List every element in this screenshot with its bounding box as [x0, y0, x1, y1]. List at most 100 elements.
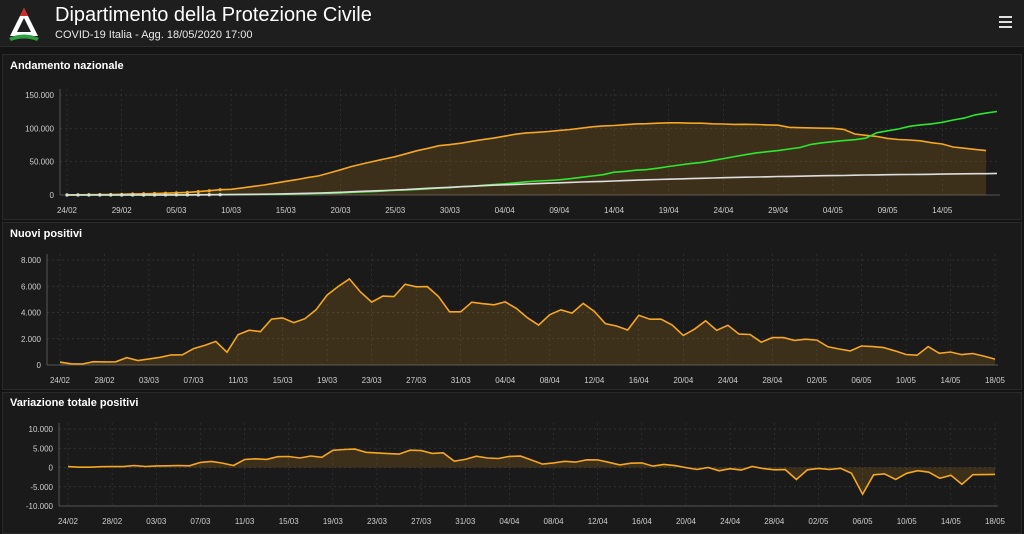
- y-tick-label: -10.000: [26, 502, 54, 511]
- x-tick-label: 29/02: [112, 206, 133, 215]
- app-title: Dipartimento della Protezione Civile: [55, 4, 372, 26]
- data-point: [218, 188, 222, 192]
- x-tick-label: 06/05: [851, 376, 872, 385]
- chart-title: Variazione totale positivi: [10, 397, 139, 409]
- x-tick-label: 19/04: [659, 206, 680, 215]
- data-point: [163, 193, 168, 197]
- chart-title: Andamento nazionale: [10, 60, 124, 72]
- x-tick-label: 07/03: [184, 376, 205, 385]
- x-tick-label: 18/05: [985, 517, 1006, 526]
- x-tick-label: 31/03: [451, 376, 472, 385]
- x-tick-label: 08/04: [540, 376, 561, 385]
- x-tick-label: 24/04: [718, 376, 739, 385]
- x-tick-label: 25/03: [385, 206, 406, 215]
- series-area: [60, 278, 995, 365]
- data-point: [174, 193, 179, 197]
- x-tick-label: 24/04: [720, 517, 741, 526]
- x-tick-label: 28/02: [95, 376, 116, 385]
- x-tick-label: 12/04: [584, 376, 605, 385]
- app-header: Dipartimento della Protezione Civile COV…: [0, 0, 1024, 47]
- data-point: [131, 193, 135, 197]
- x-tick-label: 14/05: [932, 206, 953, 215]
- x-tick-label: 09/05: [878, 206, 899, 215]
- chart-title: Nuovi positivi: [10, 228, 83, 240]
- series-line: [67, 172, 998, 196]
- x-tick-label: 06/05: [853, 517, 874, 526]
- x-tick-label: 19/03: [317, 376, 338, 385]
- data-point: [152, 193, 157, 197]
- y-tick-label: 8.000: [21, 256, 42, 265]
- x-tick-label: 11/03: [228, 376, 248, 385]
- nuovi-positivi-chart: 0 2.000 4.000 6.000 8.000 24/02 28/02 03/03 07/0…: [21, 254, 1006, 385]
- x-tick-label: 08/04: [544, 517, 565, 526]
- x-tick-label: 28/04: [762, 376, 783, 385]
- x-tick-label: 04/04: [495, 376, 516, 385]
- data-point: [109, 193, 113, 197]
- x-tick-label: 30/03: [440, 206, 461, 215]
- series-area: [68, 449, 995, 495]
- data-point: [98, 193, 102, 197]
- x-tick-label: 04/04: [495, 206, 516, 215]
- y-tick-label: 0: [37, 361, 42, 370]
- x-tick-label: 27/03: [406, 376, 427, 385]
- x-tick-label: 07/03: [190, 517, 211, 526]
- series-line: [67, 448, 996, 496]
- x-tick-label: 14/05: [941, 517, 962, 526]
- x-tick-label: 24/04: [713, 206, 734, 215]
- hamburger-menu-icon[interactable]: [996, 12, 1016, 32]
- x-tick-label: 14/05: [940, 376, 961, 385]
- x-tick-label: 05/03: [166, 206, 187, 215]
- x-tick-label: 28/04: [764, 517, 785, 526]
- x-tick-label: 10/05: [897, 517, 918, 526]
- x-tick-label: 20/03: [331, 206, 352, 215]
- x-tick-label: 24/02: [57, 206, 78, 215]
- x-tick-label: 15/03: [279, 517, 300, 526]
- x-tick-label: 03/03: [139, 376, 160, 385]
- chart-panel-andamento-nazionale: Andamento nazionale 0 50.000 100.000 150.00…: [2, 54, 1022, 220]
- y-tick-label: 100.000: [25, 124, 54, 133]
- x-tick-label: 02/05: [808, 517, 829, 526]
- x-tick-label: 19/03: [323, 517, 344, 526]
- x-tick-label: 23/03: [362, 376, 383, 385]
- x-tick-label: 04/05: [823, 206, 844, 215]
- y-tick-label: 10.000: [29, 425, 54, 434]
- x-tick-label: 24/02: [58, 517, 79, 526]
- data-point: [141, 193, 146, 197]
- last-update-subtitle: COVID-19 Italia - Agg. 18/05/2020 17:00: [55, 29, 253, 41]
- x-tick-label: 27/03: [411, 517, 432, 526]
- x-tick-label: 23/03: [367, 517, 388, 526]
- x-tick-label: 11/03: [235, 517, 255, 526]
- protezione-civile-logo-icon: [9, 8, 39, 41]
- x-tick-label: 24/02: [50, 376, 71, 385]
- x-tick-label: 15/03: [276, 206, 297, 215]
- x-tick-label: 04/04: [499, 517, 520, 526]
- x-tick-label: 28/02: [102, 517, 123, 526]
- x-tick-label: 02/05: [807, 376, 828, 385]
- x-tick-label: 20/04: [673, 376, 694, 385]
- x-tick-label: 18/05: [985, 376, 1006, 385]
- y-tick-label: 4.000: [21, 309, 42, 318]
- y-tick-label: 5.000: [33, 444, 54, 453]
- y-tick-label: 2.000: [21, 335, 42, 344]
- x-tick-label: 29/04: [768, 206, 789, 215]
- y-tick-label: 6.000: [21, 282, 42, 291]
- data-point: [207, 193, 211, 197]
- x-tick-label: 09/04: [549, 206, 570, 215]
- data-point: [76, 193, 80, 197]
- x-tick-label: 12/04: [588, 517, 609, 526]
- data-point: [87, 193, 91, 197]
- data-point: [218, 193, 222, 197]
- series-line: [59, 277, 996, 365]
- chart-panel-variazione-totale-positivi: Variazione totale positivi -10.000 -5.000…: [2, 392, 1022, 534]
- y-tick-label: 50.000: [30, 158, 55, 167]
- chart-panel-nuovi-positivi: Nuovi positivi 0 2.000 4.000 6.000 8.000 24/0…: [2, 222, 1022, 390]
- data-point: [65, 193, 69, 197]
- andamento-nazionale-chart: 0 50.000 100.000 150.000 24/02 29/02 05/03 10/0…: [25, 89, 1000, 215]
- data-point: [185, 193, 189, 197]
- x-tick-label: 10/05: [896, 376, 917, 385]
- x-tick-label: 16/04: [629, 376, 650, 385]
- x-tick-label: 20/04: [676, 517, 697, 526]
- x-tick-label: 10/03: [221, 206, 242, 215]
- y-tick-label: 150.000: [25, 91, 54, 100]
- x-tick-label: 15/03: [273, 376, 294, 385]
